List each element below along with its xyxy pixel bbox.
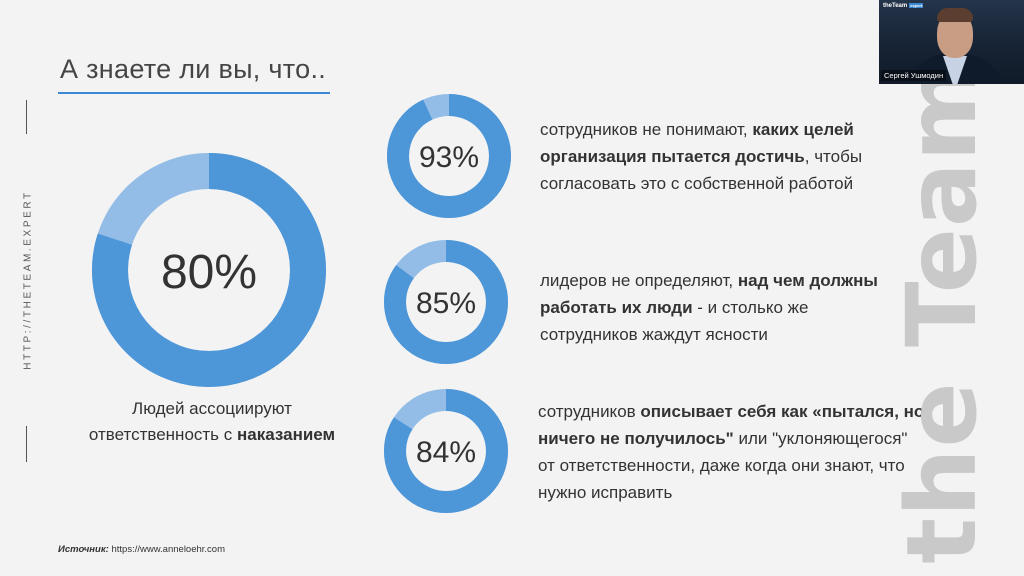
big-donut-caption: Людей ассоциируют ответственность с нака… <box>62 396 362 448</box>
source-citation: Источник: https://www.anneloehr.com <box>58 544 225 555</box>
donut-84-value-arc <box>384 389 508 513</box>
source-url: https://www.anneloehr.com <box>111 544 226 555</box>
webcam-overlay: theTeam expert Сергей Ушмодин <box>879 0 1024 84</box>
stat-93-line-2: организация пытается достичь, чтобы <box>540 147 863 166</box>
stat-84-line-2: ничего не получилось" или "уклоняющегося… <box>538 429 908 448</box>
donut-93: 93% <box>387 94 511 218</box>
stat-93-line-1: сотрудников не понимают, каких целей <box>540 120 854 139</box>
stat-84-line-3: от ответственности, даже когда они знают… <box>538 456 905 475</box>
title-underline <box>58 92 330 94</box>
source-label: Источник: <box>58 544 109 555</box>
donut-84-label: 84% <box>416 436 476 469</box>
donut-big-label: 80% <box>161 246 257 299</box>
donut-85-value-arc <box>384 240 508 364</box>
presenter-name: Сергей Ушмодин <box>881 70 947 81</box>
donut-85-label: 85% <box>416 287 476 320</box>
caption-line-2: ответственность с наказанием <box>88 425 336 444</box>
donut-85: 85% <box>384 240 508 364</box>
stat-93-line-3: согласовать это с собственной работой <box>540 174 854 193</box>
slide-title: А знаете ли вы, что.. <box>60 54 327 84</box>
stat-text-84: сотрудников описывает себя как «пытался,… <box>538 398 924 506</box>
stat-85-line-2: работать их люди - и столько же <box>540 298 809 317</box>
caption-bold: наказанием <box>237 425 336 444</box>
donut-big-value-arc <box>92 153 326 387</box>
stat-text-93: сотрудников не понимают, каких целей орг… <box>540 116 862 197</box>
stat-84-line-4: нужно исправить <box>538 483 673 502</box>
donut-93-label: 93% <box>419 141 479 174</box>
donut-84: 84% <box>384 389 508 513</box>
donut-93-value-arc <box>387 94 511 218</box>
webcam-logo: theTeam expert <box>883 3 924 9</box>
stat-85-line-1: лидеров не определяют, над чем должны <box>540 271 878 290</box>
donut-big: 80% <box>92 153 326 387</box>
stat-85-line-3: сотрудников жаждут ясности <box>540 325 768 344</box>
side-divider-bottom <box>26 426 27 462</box>
caption-line-1: Людей ассоциируют <box>132 399 292 418</box>
stat-text-85: лидеров не определяют, над чем должны ра… <box>540 267 878 348</box>
stat-84-line-1: сотрудников описывает себя как «пытался,… <box>538 402 925 421</box>
side-divider-top <box>26 100 27 134</box>
